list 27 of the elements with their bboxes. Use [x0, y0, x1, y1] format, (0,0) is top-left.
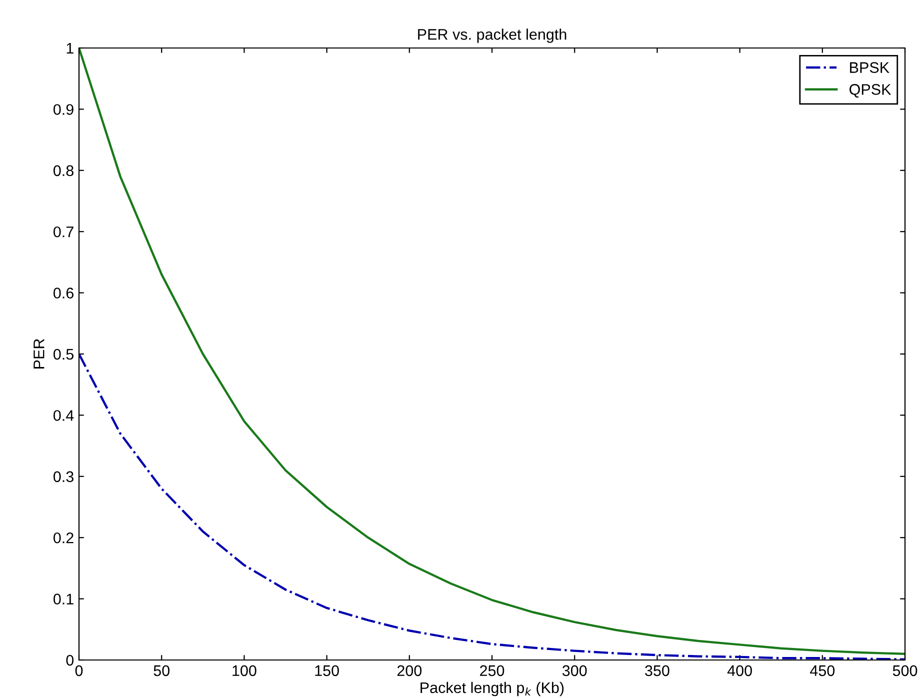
x-tick-label: 250 [480, 665, 504, 676]
y-tick-label: 0.4 [54, 410, 74, 421]
x-tick-label: 200 [397, 665, 422, 676]
legend-label: QPSK [850, 84, 892, 98]
y-tick-label: 0.7 [54, 226, 74, 238]
y-tick-label: 1 [66, 43, 74, 54]
chart-title: PER vs. packet length [418, 28, 566, 43]
y-tick-label: 0.9 [54, 104, 74, 115]
legend-label: BPSK [850, 62, 890, 73]
x-tick-label: 50 [154, 665, 170, 676]
y-axis-title: PER [34, 339, 44, 368]
x-tick-label: 300 [562, 665, 587, 676]
x-tick-label: 100 [232, 665, 256, 676]
x-tick-label: 350 [645, 665, 670, 676]
y-tick-label: 0.2 [54, 532, 74, 544]
y-tick-label: 0.3 [54, 471, 74, 482]
y-tick-label: 0.1 [54, 594, 74, 604]
x-tick-label: 0 [75, 665, 83, 676]
x-axis-title: Packet length p$_{k}$ (Kb) [420, 682, 564, 696]
x-tick-label: 450 [810, 665, 835, 676]
x-tick-label: 150 [315, 665, 339, 676]
y-tick-label: 0 [66, 654, 74, 666]
y-tick-label: 0.6 [54, 288, 74, 298]
x-tick-label: 500 [892, 665, 918, 676]
y-tick-label: 0.8 [54, 165, 74, 176]
x-tick-label: 400 [727, 665, 752, 676]
y-tick-label: 0.5 [54, 348, 74, 360]
